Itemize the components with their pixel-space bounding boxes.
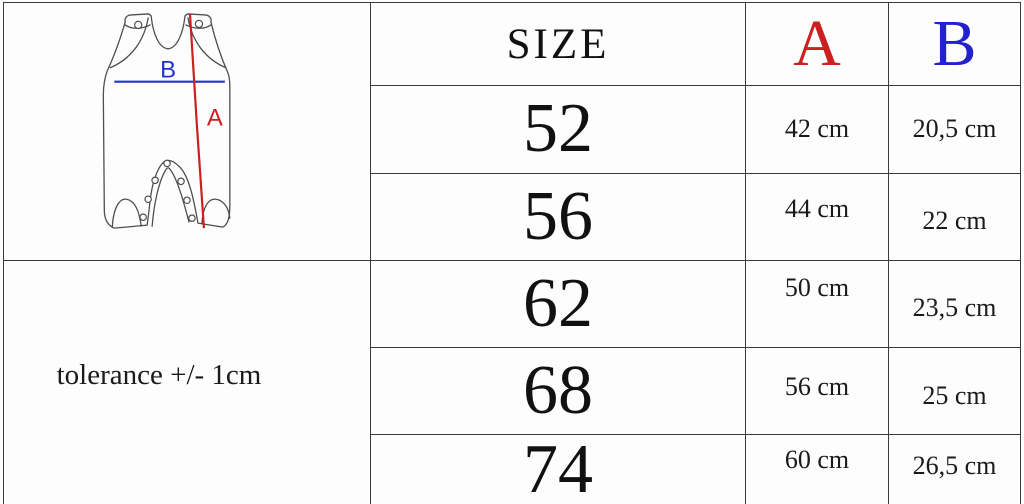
measurement-b-cell: 23,5 cm xyxy=(888,260,1021,348)
table-row: 68 56 cm 25 cm xyxy=(4,347,1021,435)
measurement-a-cell: 56 cm xyxy=(745,347,889,435)
measurement-a-cell: 60 cm xyxy=(745,434,889,504)
garment-diagram-cell: B A xyxy=(3,2,371,261)
measurement-a-cell: 44 cm xyxy=(745,172,889,262)
tolerance-note: tolerance +/- 1cm xyxy=(56,358,262,391)
size-cell: 56 xyxy=(370,172,746,262)
right-shoulder-seam xyxy=(185,24,212,29)
measurement-b-cell: 22 cm xyxy=(888,172,1021,262)
size-cell: 68 xyxy=(370,347,746,435)
column-header-b: B xyxy=(888,1,1021,87)
measurement-b-cell: 25 cm xyxy=(888,347,1021,435)
measurement-a-cell: 42 cm xyxy=(745,85,889,174)
table-row: 74 60 cm 26,5 cm xyxy=(4,434,1021,504)
measure-line-a xyxy=(188,13,206,229)
column-header-a: A xyxy=(745,1,889,87)
baby-romper-sketch: B A xyxy=(102,13,231,229)
table-row: tolerance +/- 1cm 62 50 cm 23,5 cm xyxy=(3,260,1021,504)
table-row: 52 42 cm 20,5 cm xyxy=(4,85,1021,174)
tolerance-note-cell: tolerance +/- 1cm xyxy=(3,260,371,504)
size-cell: 62 xyxy=(370,260,746,348)
size-cell: 52 xyxy=(370,85,746,174)
header-row: B A SIZE A B xyxy=(3,1,1021,261)
romper-outline xyxy=(102,13,231,229)
right-foot xyxy=(201,198,231,224)
size-chart-table: B A SIZE A B 52 42 cm 20,5 cm 56 44 cm 2… xyxy=(3,1,1021,504)
measure-label-b: B xyxy=(160,57,176,84)
crotch-placket xyxy=(151,167,190,227)
measurement-b-cell: 20,5 cm xyxy=(888,85,1021,174)
measurement-b-cell: 26,5 cm xyxy=(888,434,1021,504)
measure-label-a: A xyxy=(207,105,223,132)
size-cell: 74 xyxy=(370,434,746,504)
measurement-a-cell: 50 cm xyxy=(745,260,889,348)
left-foot xyxy=(111,198,142,228)
column-header-size: SIZE xyxy=(370,1,746,87)
right-armhole xyxy=(187,17,227,69)
table-row: 56 44 cm 22 cm xyxy=(4,172,1021,262)
left-armhole xyxy=(109,17,149,69)
snap-buttons xyxy=(134,19,204,222)
